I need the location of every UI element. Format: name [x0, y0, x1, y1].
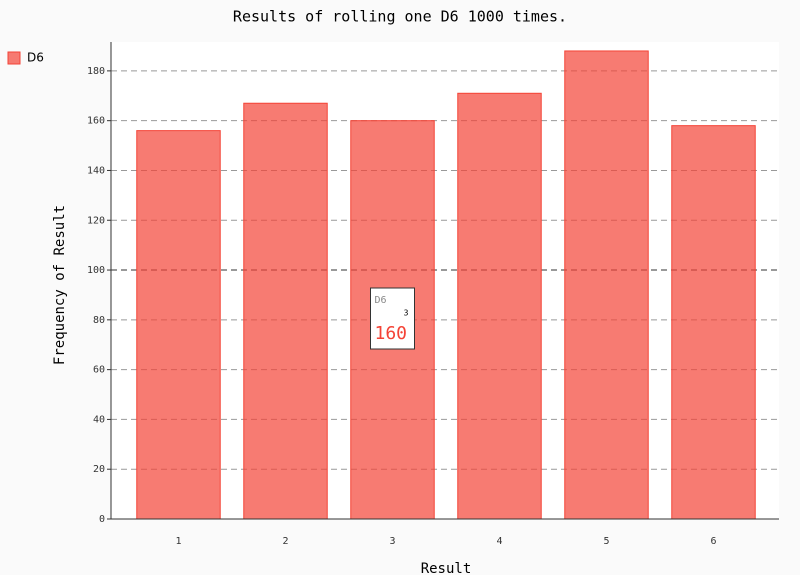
x-axis-label: Result	[421, 561, 472, 575]
y-tick-label: 140	[87, 165, 105, 176]
x-tick-label: 6	[710, 536, 716, 547]
y-tick-label: 60	[93, 365, 105, 376]
x-tick-label: 3	[389, 536, 395, 547]
bar	[671, 125, 756, 520]
chart-title: Results of rolling one D6 1000 times.	[233, 8, 567, 26]
y-tick-label: 120	[87, 215, 105, 226]
tooltip-box	[370, 287, 415, 350]
y-tick-label: 160	[87, 116, 105, 127]
y-tick-label: 180	[87, 66, 105, 77]
y-tick-label: 80	[93, 315, 105, 326]
y-tick-label: 40	[93, 414, 105, 425]
y-tick-label: 20	[93, 464, 105, 475]
bar	[136, 130, 221, 520]
bar	[564, 50, 649, 520]
bar	[243, 102, 328, 520]
bar	[457, 92, 542, 520]
x-tick-label: 5	[603, 536, 609, 547]
y-tick-label: 100	[87, 265, 105, 276]
x-tick-label: 4	[496, 536, 502, 547]
tooltip-value: 160	[375, 323, 408, 344]
x-tick-label: 2	[282, 536, 288, 547]
y-tick-label: 0	[99, 514, 105, 525]
tooltip-category: 3	[404, 309, 409, 318]
tooltip-series: D6	[375, 295, 387, 306]
legend-label: D6	[27, 51, 44, 65]
x-tick-label: 1	[175, 536, 181, 547]
plot-area	[111, 42, 779, 519]
legend-swatch	[7, 51, 21, 65]
y-axis-label: Frequency of Result	[52, 205, 68, 365]
